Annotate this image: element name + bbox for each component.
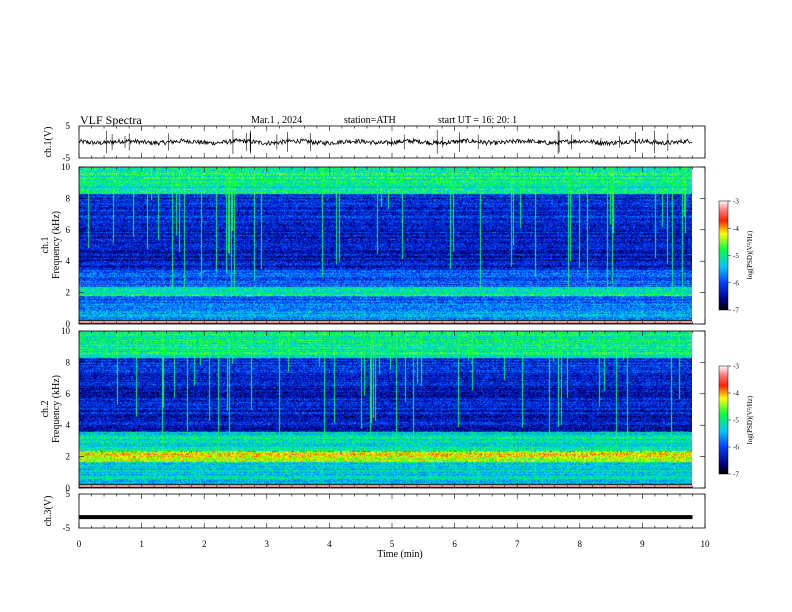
- x-tick-label: 0: [77, 539, 82, 549]
- y-tick-label: 8: [66, 193, 71, 203]
- ch2-colorbar-label: log(PSD)(V²/Hz): [746, 395, 754, 444]
- ch2-spectrogram: [79, 331, 692, 488]
- figure-title: VLF Spectra: [80, 113, 142, 127]
- colorbar-tick-label: -6: [733, 279, 739, 287]
- ch1-waveform-line: [78, 137, 693, 147]
- ch2-spec-ylabel-line1: ch.2: [40, 401, 51, 418]
- y-tick-label: 4: [66, 256, 71, 266]
- colorbar-tick-label: -5: [733, 417, 739, 425]
- y-tick-label: 0: [66, 319, 71, 329]
- y-tick-label: 5: [66, 121, 71, 131]
- y-tick-label: 8: [66, 357, 71, 367]
- ch3-waveform-frame: [78, 493, 706, 529]
- x-tick-label: 6: [452, 539, 457, 549]
- colorbar-ticks: -3 -4 -5 -6 -7 -3 -4 -5 -6 -7: [728, 198, 739, 479]
- ch1-spec-ylabel-line2: Frequency (kHz): [51, 211, 62, 279]
- x-axis-label: Time (min): [377, 549, 422, 560]
- ch1-spectrogram: [79, 167, 692, 324]
- spectrogram-image: [79, 331, 692, 488]
- ch1-ylabel: ch.1(V): [43, 127, 54, 158]
- ch1-colorbar-label: log(PSD)(V²/Hz): [746, 230, 754, 279]
- y-tick-label: 2: [66, 288, 71, 298]
- x-tick-label: 8: [578, 539, 583, 549]
- ch3-ylabel: ch.3(V): [43, 496, 54, 527]
- y-tick-label: -5: [63, 153, 71, 163]
- start-time-label: start UT = 16: 20: 1: [438, 115, 517, 126]
- x-tick-label: 5: [390, 539, 395, 549]
- y-tick-label: 10: [61, 162, 71, 172]
- date-label: Mar.1 , 2024: [251, 115, 302, 126]
- y-tick-label: 5: [66, 489, 71, 499]
- ch2-spec-ylabel-line2: Frequency (kHz): [51, 375, 62, 443]
- y-tick-label: 6: [66, 389, 71, 399]
- colorbar-tick-label: -5: [733, 252, 739, 260]
- y-tick-label: 2: [66, 452, 71, 462]
- y-tick-label: 10: [61, 326, 71, 336]
- colorbar-tick-label: -6: [733, 444, 739, 452]
- spectrogram-image: [79, 167, 692, 324]
- y-tick-label: 6: [66, 225, 71, 235]
- colorbar-tick-label: -4: [733, 225, 739, 233]
- x-tick-label: 7: [515, 539, 520, 549]
- x-tick-label: 3: [265, 539, 270, 549]
- ch1-spec-ylabel-line1: ch.1: [40, 237, 51, 254]
- colorbar-tick-label: -7: [733, 471, 739, 479]
- ch2-colorbar: [718, 365, 729, 475]
- x-tick-label: 1: [139, 539, 144, 549]
- colorbar-tick-label: -3: [733, 363, 739, 371]
- station-label: station=ATH: [344, 115, 396, 126]
- y-tick-label: 0: [66, 483, 71, 493]
- colorbar-tick-label: -4: [733, 390, 739, 398]
- y-tick-label: -5: [63, 523, 71, 533]
- ch1-colorbar: [718, 200, 729, 311]
- ch1-waveform-trace: [78, 129, 693, 155]
- y-tick-label: 4: [66, 420, 71, 430]
- x-tick-label: 10: [701, 539, 711, 549]
- x-tick-label: 4: [327, 539, 332, 549]
- colorbar-tick-label: -7: [733, 307, 739, 315]
- x-tick-label: 2: [202, 539, 207, 549]
- colorbar-tick-label: -3: [733, 198, 739, 206]
- x-tick-label: 9: [640, 539, 645, 549]
